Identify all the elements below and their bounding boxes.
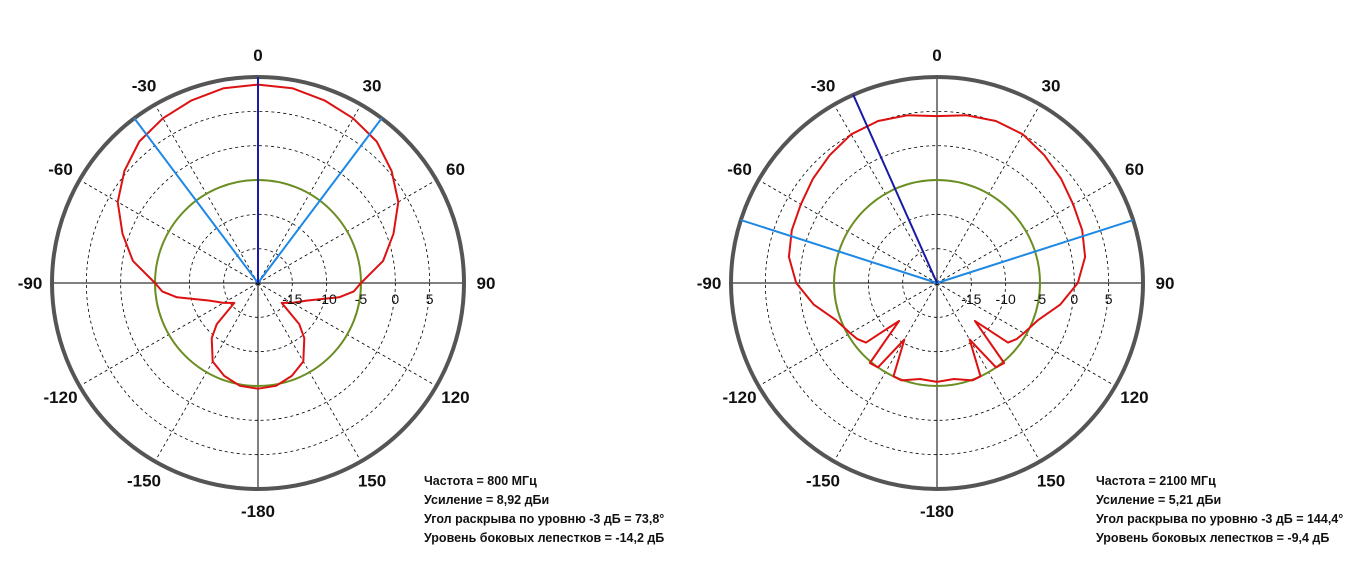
angle-label: -120 bbox=[44, 388, 78, 407]
radial-tick-label: 5 bbox=[426, 291, 434, 307]
angle-label: 30 bbox=[363, 77, 382, 96]
beamwidth-line bbox=[257, 117, 383, 284]
angle-label: 150 bbox=[1037, 471, 1065, 490]
radial-tick-label: 0 bbox=[1070, 291, 1078, 307]
info-sidelobe: Уровень боковых лепестков = -14,2 дБ bbox=[424, 531, 665, 545]
radial-tick-label: -10 bbox=[317, 291, 337, 307]
angle-label: -90 bbox=[697, 274, 722, 293]
radial-tick-label: -5 bbox=[1034, 291, 1047, 307]
pattern-curve bbox=[787, 114, 1087, 383]
polar-chart-1: 0 30 60 90 120 150 -180 -150 -120 -90 -60 -30 -15 -10… bbox=[697, 46, 1175, 521]
beamwidth-line bbox=[133, 117, 259, 284]
angle-label: -60 bbox=[48, 160, 73, 179]
angle-label: 0 bbox=[253, 46, 262, 65]
angle-label: -150 bbox=[806, 471, 840, 490]
beamwidth-line bbox=[740, 219, 938, 284]
info-gain: Усиление = 8,92 дБи bbox=[424, 493, 550, 507]
angle-label: -150 bbox=[127, 471, 161, 490]
angle-label: 120 bbox=[441, 388, 469, 407]
angle-label: -180 bbox=[241, 502, 275, 521]
polar-chart-0: 0 30 60 90 120 150 -180 -150 -120 -90 -60 -30 -15 -10… bbox=[18, 46, 496, 521]
info-beamwidth: Угол раскрыва по уровню -3 дБ = 73,8° bbox=[424, 512, 665, 526]
angle-label: -30 bbox=[132, 77, 157, 96]
angle-label: -180 bbox=[920, 502, 954, 521]
info-sidelobe: Уровень боковых лепестков = -9,4 дБ bbox=[1096, 531, 1330, 545]
info-panel-800: Частота = 800 МГц Усиление = 8,92 дБи Уг… bbox=[424, 472, 664, 548]
beamwidth-line bbox=[936, 219, 1134, 284]
info-gain: Усиление = 5,21 дБи bbox=[1096, 493, 1222, 507]
angle-label: 90 bbox=[477, 274, 496, 293]
angle-label: -60 bbox=[727, 160, 752, 179]
info-beamwidth: Угол раскрыва по уровню -3 дБ = 144,4° bbox=[1096, 512, 1344, 526]
radial-tick-label: -15 bbox=[282, 291, 302, 307]
angle-label: 60 bbox=[446, 160, 465, 179]
radial-tick-label: -5 bbox=[355, 291, 368, 307]
info-frequency: Частота = 2100 МГц bbox=[1096, 474, 1216, 488]
angle-label: 30 bbox=[1042, 77, 1061, 96]
info-frequency: Частота = 800 МГц bbox=[424, 474, 537, 488]
radial-tick-label: 5 bbox=[1105, 291, 1113, 307]
radial-tick-label: -15 bbox=[961, 291, 981, 307]
reference-circle bbox=[833, 179, 1041, 387]
radial-tick-label: -10 bbox=[996, 291, 1016, 307]
angle-label: -120 bbox=[723, 388, 757, 407]
angle-label: 90 bbox=[1156, 274, 1175, 293]
angle-label: 150 bbox=[358, 471, 386, 490]
outer-ring bbox=[729, 75, 1145, 491]
angle-label: 60 bbox=[1125, 160, 1144, 179]
angle-label: 120 bbox=[1120, 388, 1148, 407]
angle-label: 0 bbox=[932, 46, 941, 65]
radial-tick-label: 0 bbox=[391, 291, 399, 307]
angle-label: -90 bbox=[18, 274, 43, 293]
main-lobe-line bbox=[852, 94, 938, 284]
info-panel-2100: Частота = 2100 МГц Усиление = 5,21 дБи У… bbox=[1096, 472, 1343, 548]
angle-label: -30 bbox=[811, 77, 836, 96]
